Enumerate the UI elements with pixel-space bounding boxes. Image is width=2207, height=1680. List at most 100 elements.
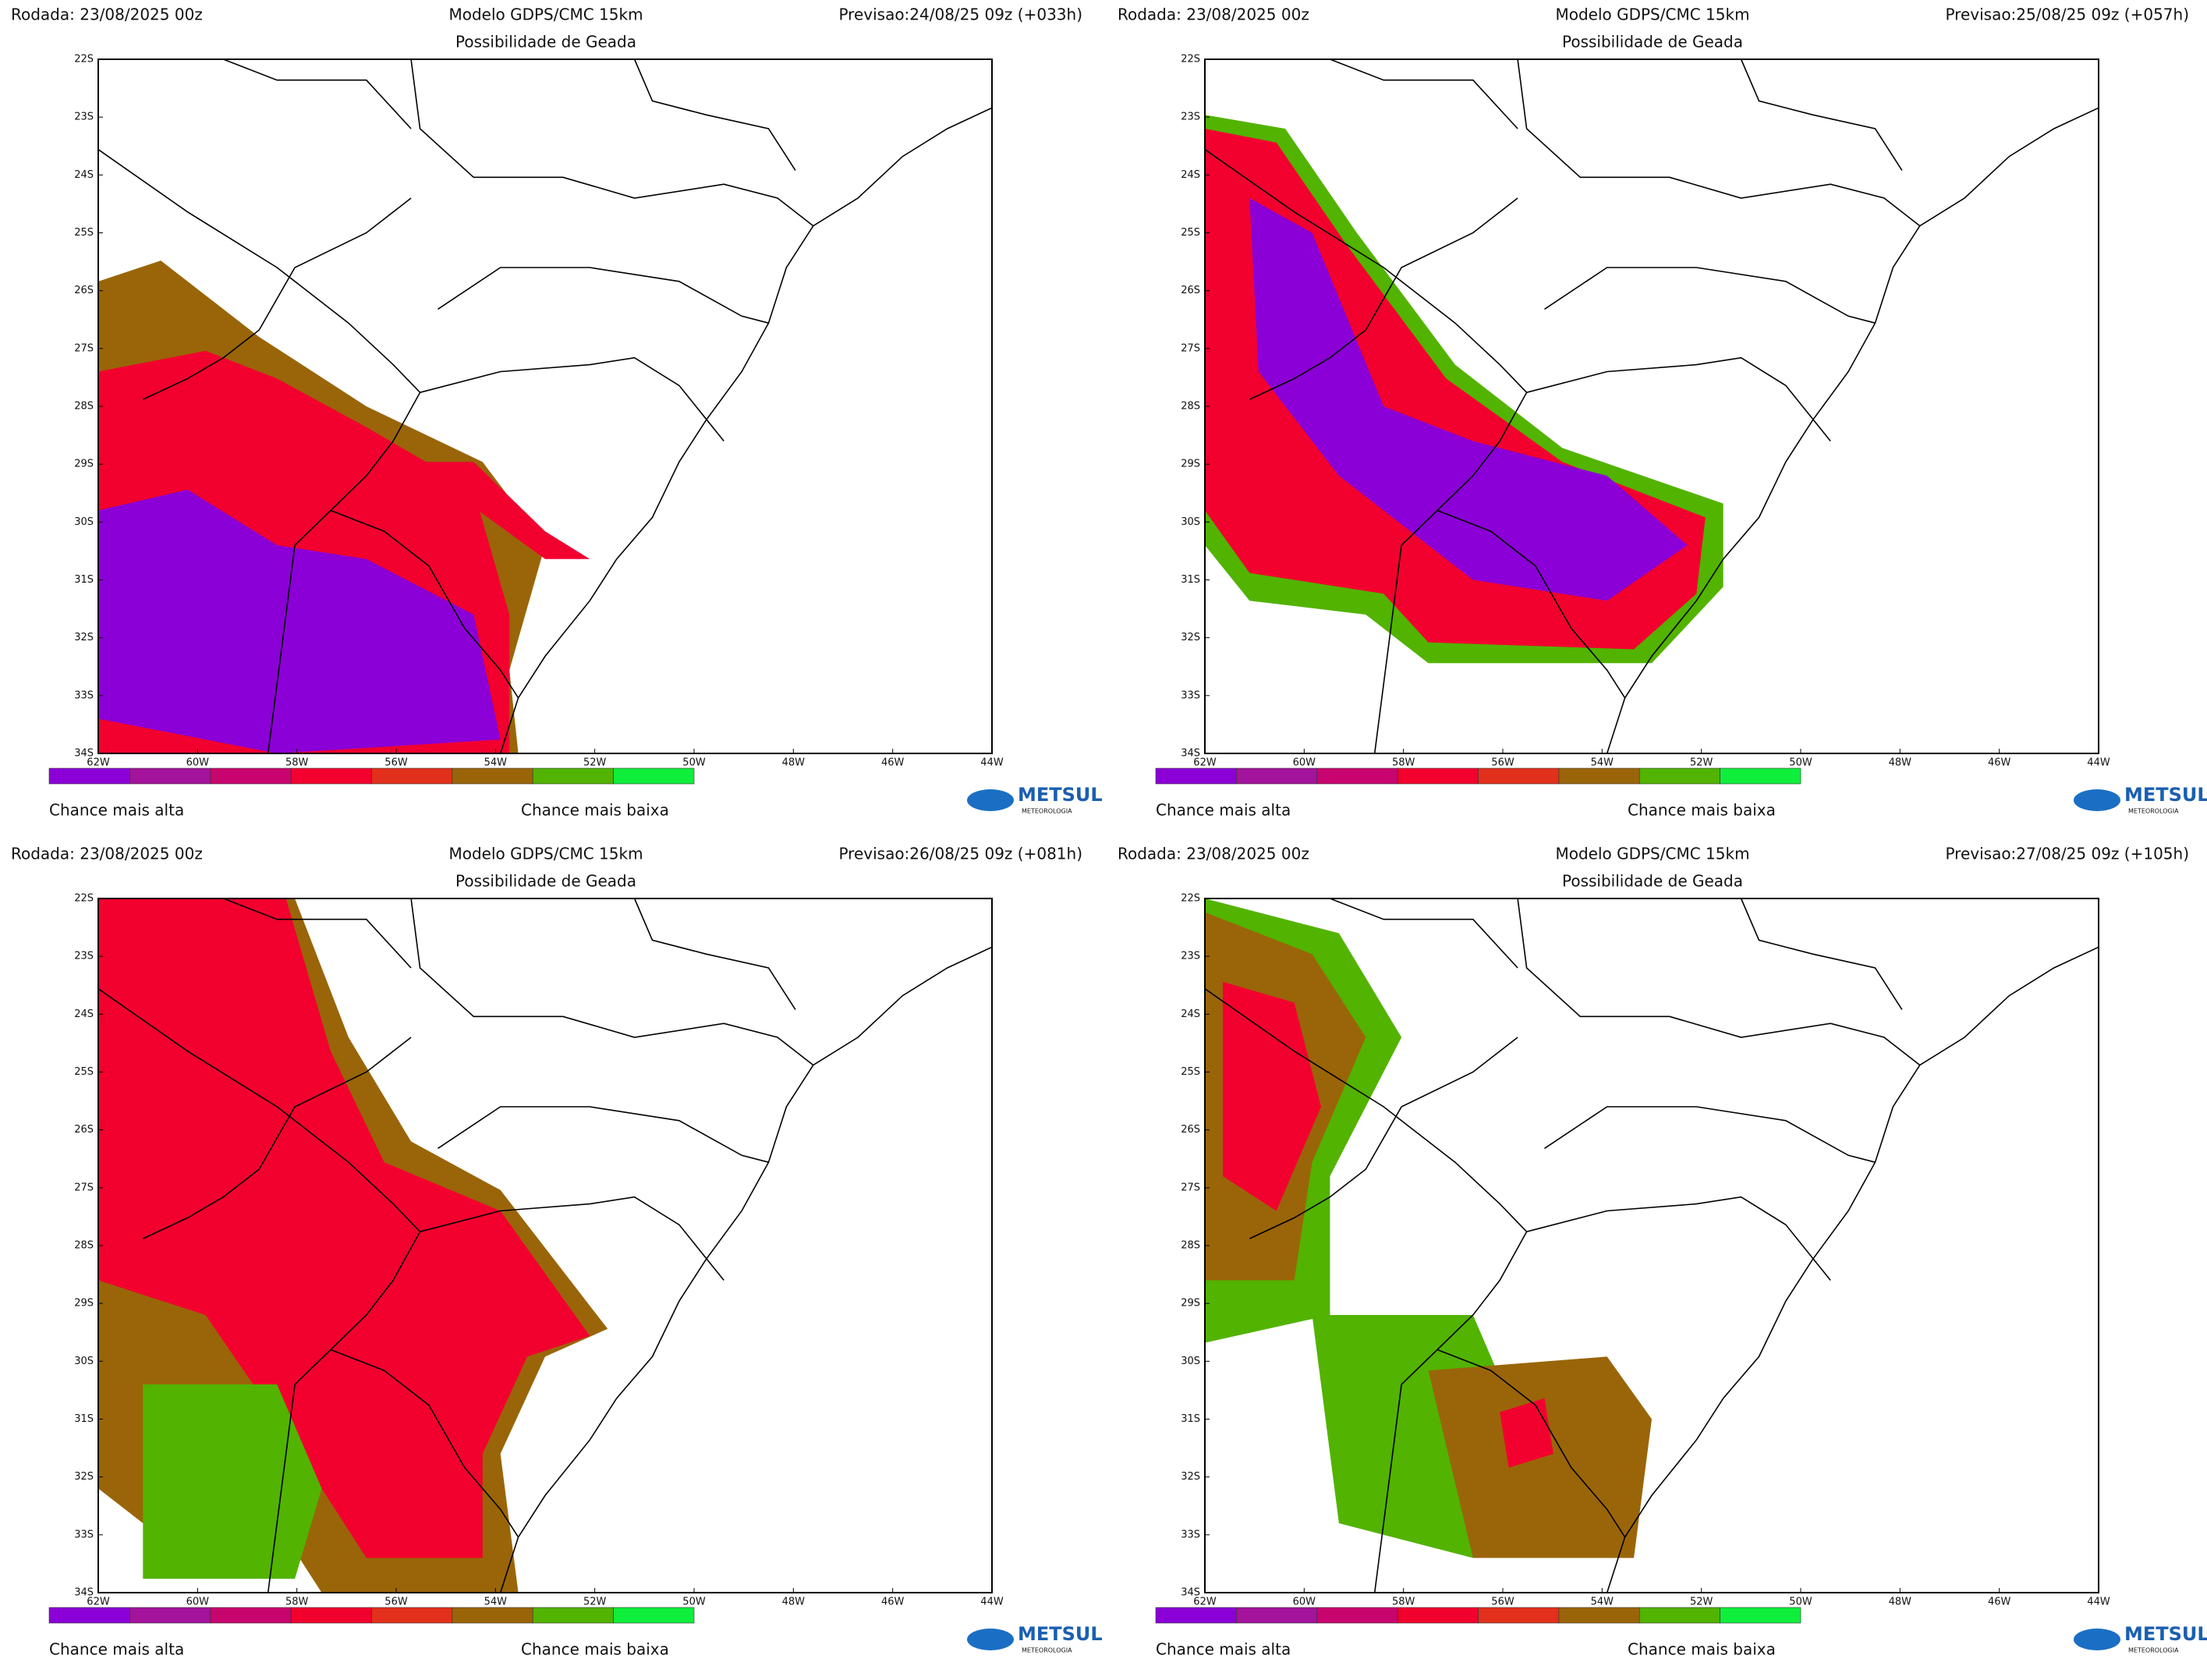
logo-tagline: METEOROLOGIA [1022,1647,1072,1654]
colorbar-swatch [613,767,695,785]
colorbar-swatch [1478,767,1560,785]
colorbar-swatch [1397,1607,1479,1624]
run-label: Rodada: 23/08/2025 00z [1118,5,1309,24]
lon-label: 52W [1690,757,1713,769]
map-border [499,946,993,1593]
lon-label: 58W [285,757,309,769]
frost-area [1249,198,1688,601]
lat-label: 30S [74,1356,94,1367]
map-border [420,1196,724,1281]
model-label: Modelo GDPS/CMC 15km [1555,5,1749,24]
lat-label: 25S [1181,1066,1200,1078]
lat-label: 30S [74,516,94,528]
lat-label: 22S [74,54,94,66]
logo-icon [2074,1629,2120,1650]
map-border [420,356,724,442]
forecast-label: Previsao:27/08/25 09z (+105h) [1945,845,2189,863]
lon-label: 54W [484,1597,508,1608]
colorbar-swatch [129,1607,211,1624]
map-border [1606,946,2099,1593]
model-label: Modelo GDPS/CMC 15km [1555,845,1749,863]
colorbar-swatch [1316,767,1398,785]
colorbar-swatch [1155,767,1237,785]
lat-label: 28S [1181,401,1200,413]
map-border [633,898,796,1010]
lon-label: 48W [782,757,806,769]
map-panel: Rodada: 23/08/2025 00z Modelo GDPS/CMC 15… [1118,845,2207,1659]
lon-label: 48W [1889,1597,1912,1608]
colorbar-swatch [613,1607,695,1624]
lat-label: 32S [74,1471,94,1483]
lat-label: 24S [1181,1008,1200,1020]
lat-label: 32S [74,632,94,643]
frost-area [411,462,590,559]
colorbar-swatch [532,767,614,785]
map-border [142,1037,412,1239]
colorbar-swatch [48,767,130,785]
lon-label: 54W [1591,757,1614,769]
logo-icon [2074,789,2120,811]
map-border [97,149,421,393]
lat-label: 33S [1181,1529,1200,1540]
colorbar-swatch [1638,767,1720,785]
lat-label: 28S [74,1240,94,1252]
lon-label: 60W [186,1597,210,1608]
map-border [97,988,421,1232]
map-border [438,267,769,324]
lat-label: 31S [1181,574,1200,586]
lat-label: 34S [74,1587,94,1599]
lat-label: 26S [74,285,94,296]
lat-label: 29S [74,459,94,470]
colorbar-swatch [371,767,453,785]
lat-label: 33S [74,689,94,701]
map-border [1517,58,1921,227]
lat-label: 31S [74,574,94,586]
logo-icon [967,1629,1014,1650]
lat-label: 23S [1181,951,1200,962]
colorbar-swatch [452,1607,533,1624]
lat-label: 27S [1181,342,1200,354]
run-label: Rodada: 23/08/2025 00z [1118,845,1309,863]
lon-label: 46W [881,1597,905,1608]
lon-label: 62W [1193,757,1217,769]
lat-label: 29S [1181,1298,1200,1310]
legend-low: Chance mais baixa [1628,1640,1776,1659]
lat-label: 23S [1181,112,1200,123]
logo-name: METSUL [2124,1623,2207,1645]
map-border [1436,1349,1626,1538]
lon-label: 50W [1789,1597,1812,1608]
legend-low: Chance mais baixa [521,801,669,820]
map-border [1526,356,1831,442]
map-border [1436,509,1626,699]
lat-label: 32S [1181,1471,1200,1483]
colorbar-swatch [452,767,533,785]
lat-label: 28S [1181,1240,1200,1252]
map-border [1544,1106,1876,1163]
lat-label: 34S [1181,748,1200,760]
colorbar-swatch [532,1607,614,1624]
colorbar-swatch [1478,1607,1560,1624]
lon-label: 50W [682,757,706,769]
lat-label: 31S [1181,1413,1200,1425]
colorbar-swatch [1316,1607,1398,1624]
subtitle: Possibilidade de Geada [455,872,636,891]
colorbar-swatch [371,1607,453,1624]
map-border [330,1349,519,1538]
lon-label: 44W [980,757,1004,769]
subtitle: Possibilidade de Geada [455,33,636,51]
run-label: Rodada: 23/08/2025 00z [11,5,203,24]
lat-label: 24S [74,169,94,181]
legend-high: Chance mais alta [1156,801,1291,820]
lon-label: 56W [384,1597,408,1608]
lat-label: 34S [74,748,94,760]
colorbar-swatch [1236,767,1318,785]
logo-name: METSUL [2124,784,2207,806]
lat-label: 28S [74,401,94,413]
lon-label: 58W [1392,1597,1415,1608]
forecast-label: Previsao:26/08/25 09z (+081h) [838,845,1082,863]
lat-label: 33S [1181,689,1200,701]
logo-tagline: METEOROLOGIA [2128,1647,2179,1654]
map-border [1330,898,1518,969]
lat-label: 22S [1181,54,1200,66]
lon-label: 52W [1690,1597,1713,1608]
